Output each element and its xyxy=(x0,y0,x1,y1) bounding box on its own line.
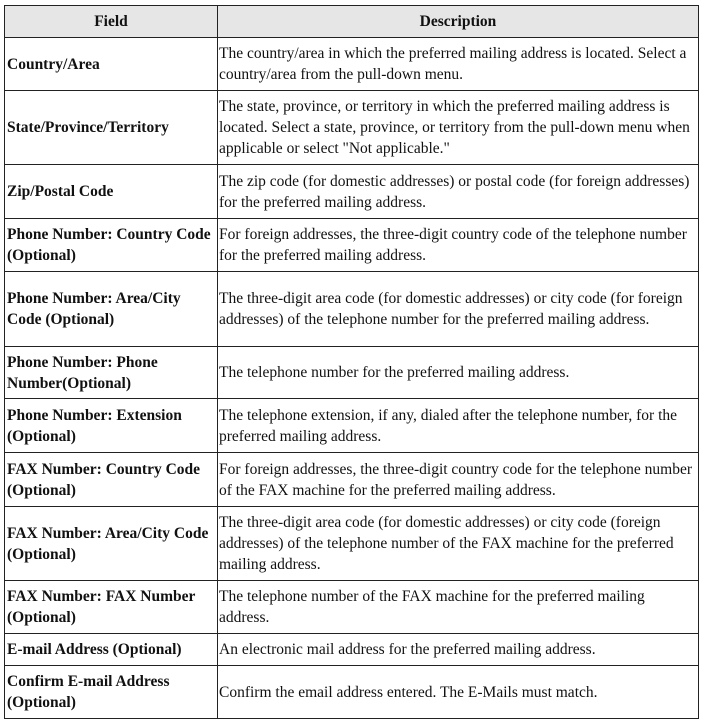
description-cell: The telephone number of the FAX machine … xyxy=(217,580,699,634)
table-row: Phone Number: Phone Number(Optional) The … xyxy=(4,346,699,399)
field-cell: Confirm E-mail Address (Optional) xyxy=(4,665,218,719)
field-cell: Zip/Postal Code xyxy=(4,164,218,219)
description-cell: Confirm the email address entered. The E… xyxy=(217,665,699,719)
field-cell: E-mail Address (Optional) xyxy=(4,633,218,666)
description-cell: The three-digit area code (for domestic … xyxy=(217,271,699,347)
table-row: Zip/Postal Code The zip code (for domesti… xyxy=(4,164,699,219)
table-row: Phone Number: Country Code (Optional) For… xyxy=(4,218,699,272)
description-cell: For foreign addresses, the three-digit c… xyxy=(217,218,699,272)
field-cell: Phone Number: Area/City Code (Optional) xyxy=(4,271,218,347)
field-cell: Country/Area xyxy=(4,37,218,91)
field-cell: Phone Number: Extension (Optional) xyxy=(4,398,218,453)
field-description-table: Field Description Country/Area The countr… xyxy=(4,5,699,719)
description-cell: The country/area in which the preferred … xyxy=(217,37,699,91)
table-row: E-mail Address (Optional) An electronic m… xyxy=(4,633,699,666)
field-cell: Phone Number: Phone Number(Optional) xyxy=(4,346,218,399)
table-row: FAX Number: Country Code (Optional) For f… xyxy=(4,452,699,507)
field-cell: State/Province/Territory xyxy=(4,90,218,165)
table-row: Country/Area The country/area in which th… xyxy=(4,37,699,91)
table-row: State/Province/Territory The state, provi… xyxy=(4,90,699,165)
description-cell: The zip code (for domestic addresses) or… xyxy=(217,164,699,219)
table-row: Confirm E-mail Address (Optional) Confirm… xyxy=(4,665,699,719)
header-row: Field Description xyxy=(4,5,699,38)
header-description: Description xyxy=(217,5,699,38)
table-row: Phone Number: Area/City Code (Optional) T… xyxy=(4,271,699,347)
description-cell: The telephone number for the preferred m… xyxy=(217,346,699,399)
description-cell: For foreign addresses, the three-digit c… xyxy=(217,452,699,507)
field-cell: FAX Number: FAX Number (Optional) xyxy=(4,580,218,634)
description-cell: The state, province, or territory in whi… xyxy=(217,90,699,165)
description-cell: An electronic mail address for the prefe… xyxy=(217,633,699,666)
field-cell: FAX Number: Country Code (Optional) xyxy=(4,452,218,507)
table-row: Phone Number: Extension (Optional) The te… xyxy=(4,398,699,453)
table-row: FAX Number: FAX Number (Optional) The tel… xyxy=(4,580,699,634)
table-row: FAX Number: Area/City Code (Optional) The… xyxy=(4,506,699,581)
field-cell: Phone Number: Country Code (Optional) xyxy=(4,218,218,272)
header-field: Field xyxy=(4,5,218,38)
description-cell: The telephone extension, if any, dialed … xyxy=(217,398,699,453)
description-cell: The three-digit area code (for domestic … xyxy=(217,506,699,581)
field-cell: FAX Number: Area/City Code (Optional) xyxy=(4,506,218,581)
